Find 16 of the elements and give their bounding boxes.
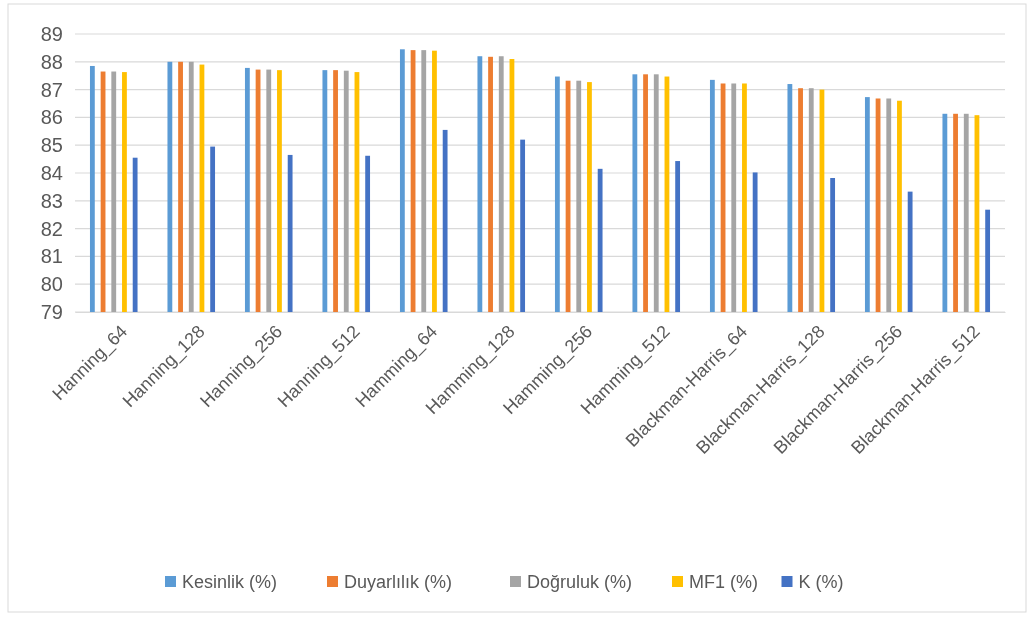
legend-label: Duyarlılık (%)	[344, 572, 453, 593]
y-tick-label: 83	[40, 189, 63, 212]
y-tick-label: 80	[40, 273, 63, 296]
legend-label: MF1 (%)	[689, 572, 758, 593]
y-tick-label: 86	[40, 106, 63, 129]
y-tick-label: 89	[40, 22, 63, 45]
y-tick-label: 79	[40, 300, 63, 323]
y-tick-label: 81	[40, 245, 63, 268]
y-tick-label: 84	[40, 161, 63, 184]
y-tick-label: 85	[40, 134, 63, 157]
y-tick-label: 88	[40, 50, 63, 73]
y-tick-label: 87	[40, 78, 63, 101]
legend-label: K (%)	[798, 572, 844, 593]
legend-label: Kesinlik (%)	[182, 572, 278, 593]
y-tick-label: 82	[40, 217, 63, 240]
legend-label: Doğruluk (%)	[527, 572, 633, 593]
